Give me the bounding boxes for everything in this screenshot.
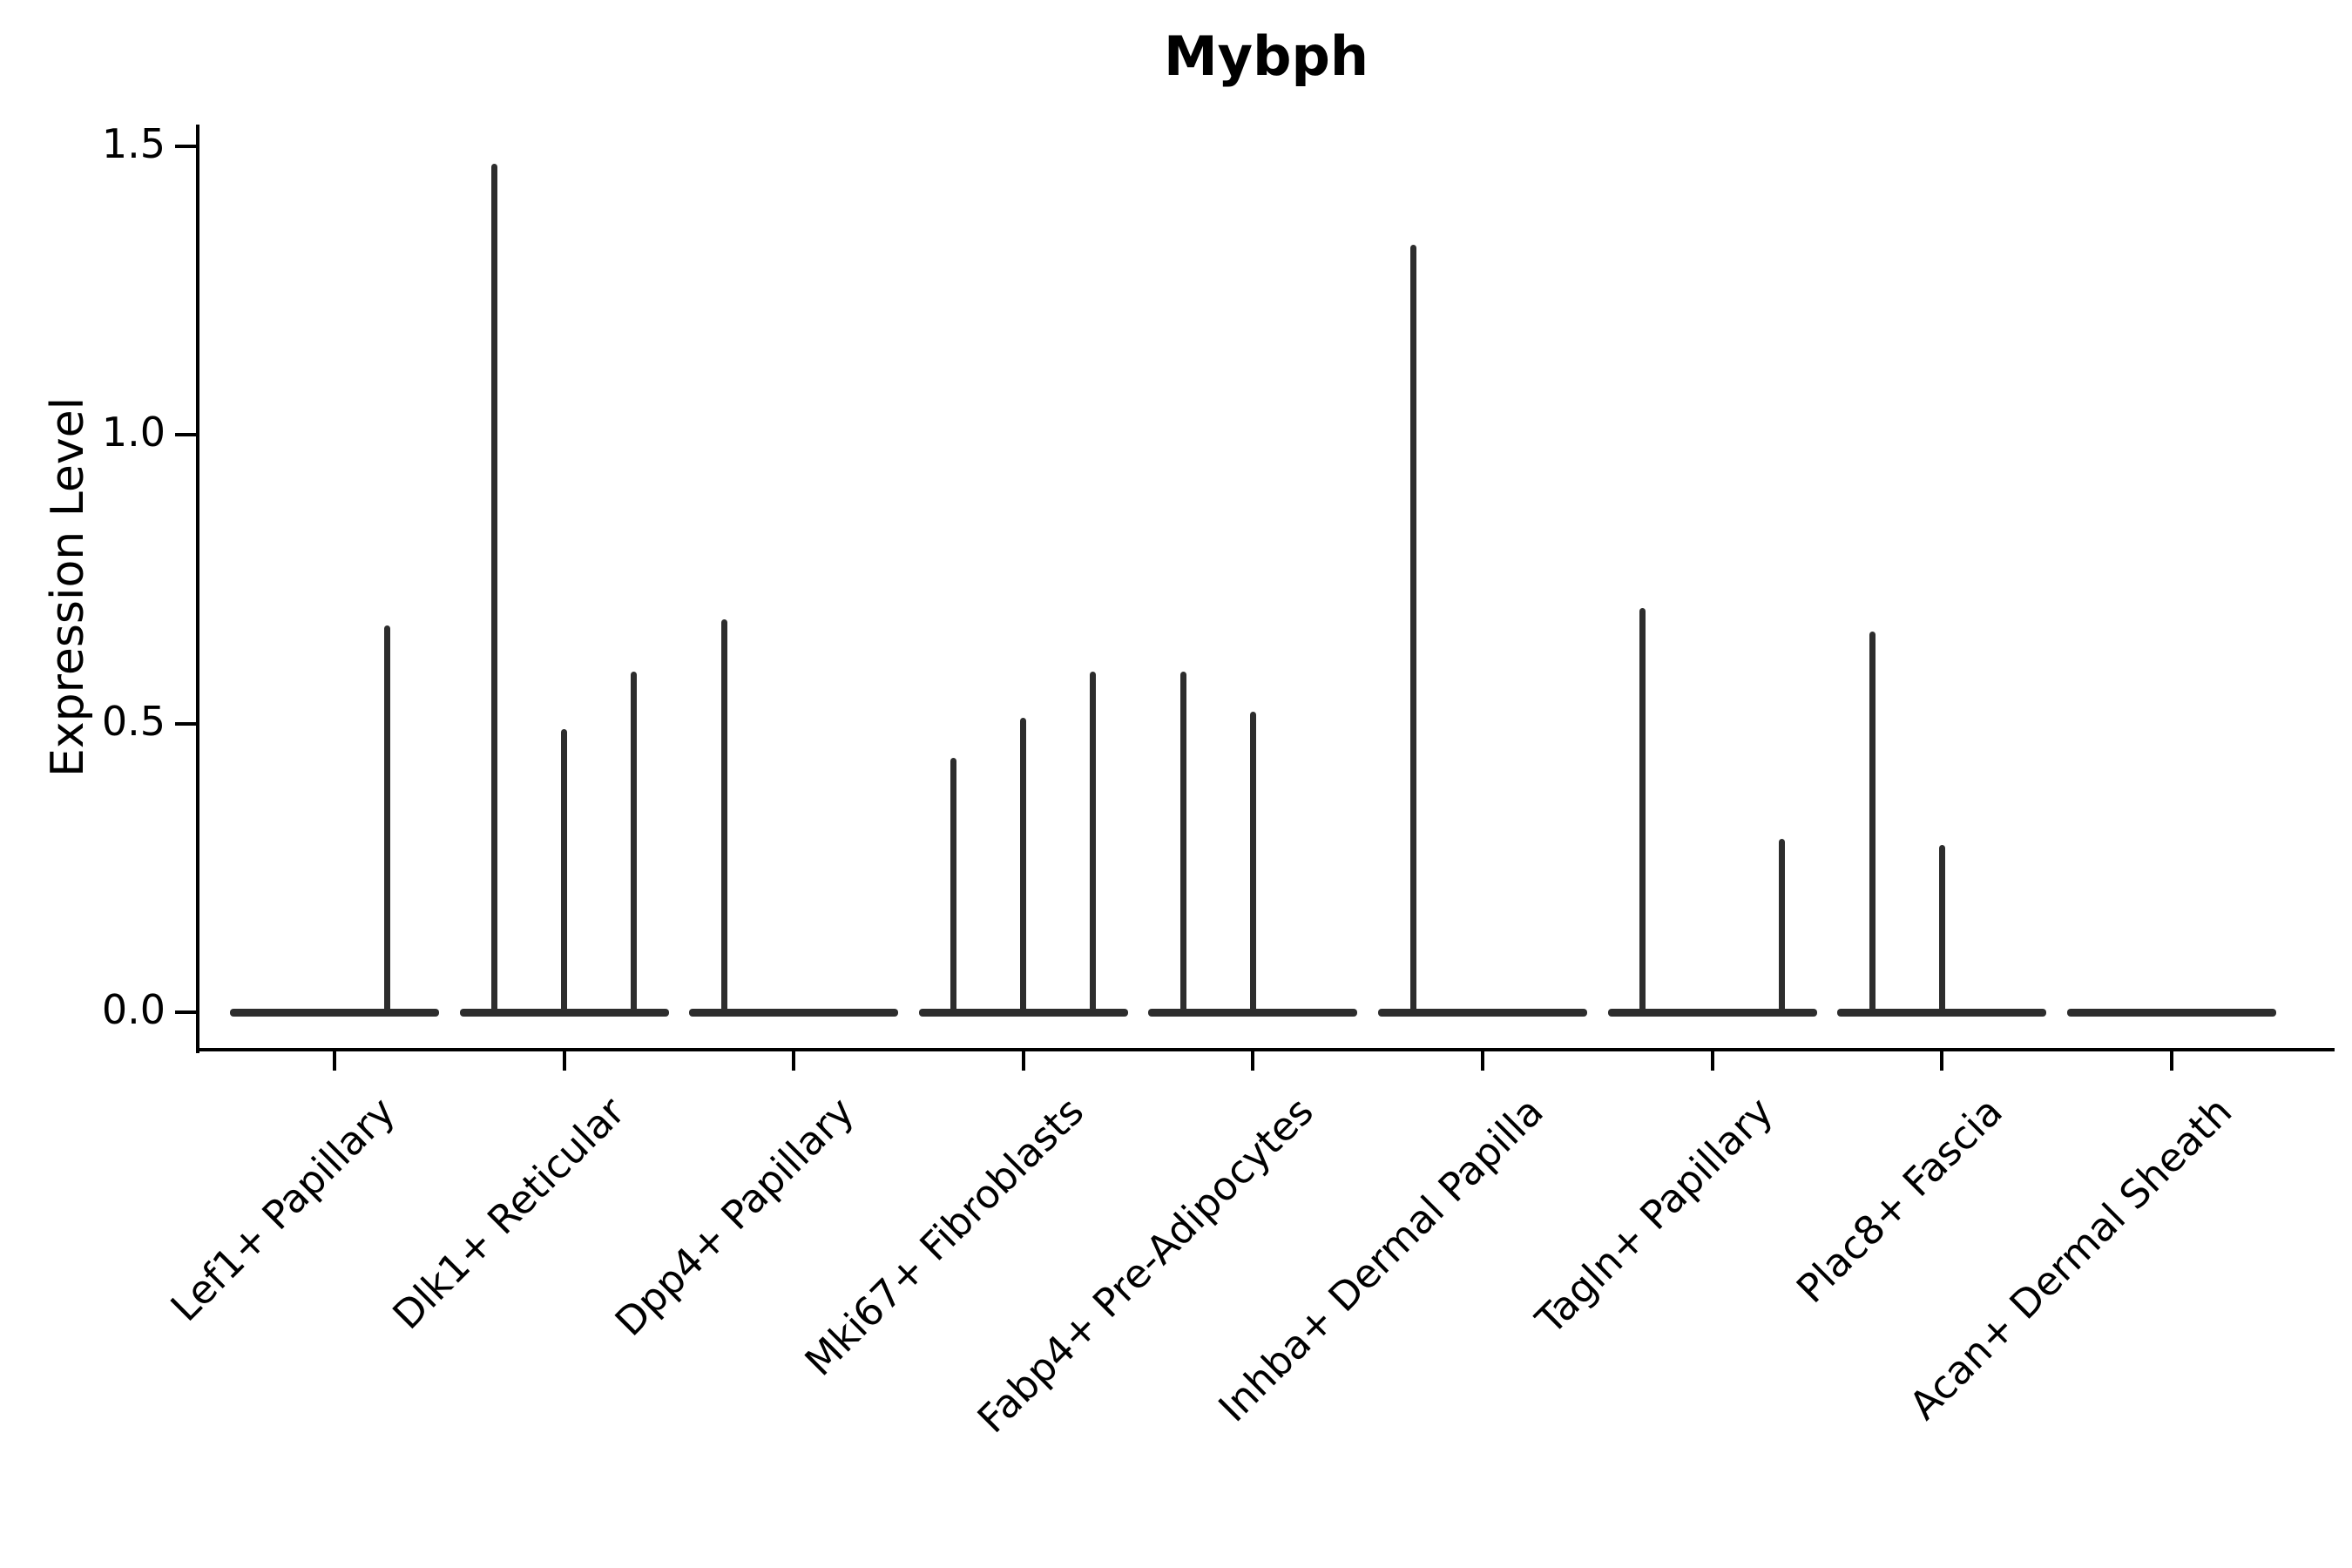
violin-baseline	[1837, 1008, 2047, 1017]
x-tick-mark	[1251, 1051, 1255, 1071]
y-axis-label: Expression Level	[42, 396, 94, 778]
y-tick-mark	[175, 144, 198, 148]
violin-baseline	[1607, 1008, 1817, 1017]
x-tick-mark	[333, 1051, 336, 1071]
y-tick-label: 1.0	[101, 409, 166, 456]
y-tick-label: 0.0	[101, 986, 166, 1033]
y-tick-mark	[175, 433, 198, 437]
x-tick-label: Tagln+ Papillary	[1526, 1088, 1782, 1343]
violin-spike	[1020, 718, 1027, 1012]
violin-spike	[1249, 712, 1256, 1012]
violin-spike	[491, 163, 498, 1012]
violin-spike	[1938, 844, 1945, 1012]
x-tick-mark	[1940, 1051, 1944, 1071]
violin-spike	[720, 619, 727, 1012]
x-tick-label: Dpp4+ Papillary	[606, 1088, 863, 1345]
violin-baseline	[1148, 1008, 1358, 1017]
violin-spike	[1090, 672, 1097, 1012]
x-tick-mark	[1710, 1051, 1714, 1071]
violin-spike	[950, 758, 957, 1012]
x-tick-mark	[1021, 1051, 1025, 1071]
x-tick-mark	[792, 1051, 796, 1071]
violin-baseline	[2066, 1008, 2276, 1017]
x-tick-mark	[562, 1051, 566, 1071]
violin-baseline	[689, 1008, 899, 1017]
y-tick-mark	[175, 721, 198, 726]
x-tick-mark	[2169, 1051, 2173, 1071]
violin-baseline	[230, 1008, 439, 1017]
x-tick-label: Lef1+ Papillary	[161, 1088, 404, 1331]
violin-spike	[1869, 631, 1876, 1012]
violin-baseline	[918, 1008, 1128, 1017]
violin-spike	[1779, 839, 1786, 1012]
violin-spike	[561, 729, 568, 1012]
violin-spike	[1179, 672, 1186, 1012]
x-tick-label: Dlk1+ Reticular	[383, 1088, 634, 1339]
violin-baseline	[459, 1008, 669, 1017]
violin-spike	[1639, 608, 1646, 1012]
x-tick-mark	[1481, 1051, 1484, 1071]
violin-spike	[631, 672, 638, 1012]
y-tick-label: 1.5	[101, 119, 166, 167]
y-tick-label: 0.5	[101, 697, 166, 745]
y-axis-spine	[196, 125, 199, 1053]
y-tick-mark	[175, 1010, 198, 1014]
violin-spike	[383, 625, 390, 1012]
x-axis-spine	[196, 1048, 2335, 1051]
violin-baseline	[1378, 1008, 1587, 1017]
chart-title: Mybph	[1163, 24, 1369, 88]
violin-spike	[1409, 244, 1416, 1012]
x-tick-label: Plac8+ Fascia	[1788, 1088, 2011, 1312]
